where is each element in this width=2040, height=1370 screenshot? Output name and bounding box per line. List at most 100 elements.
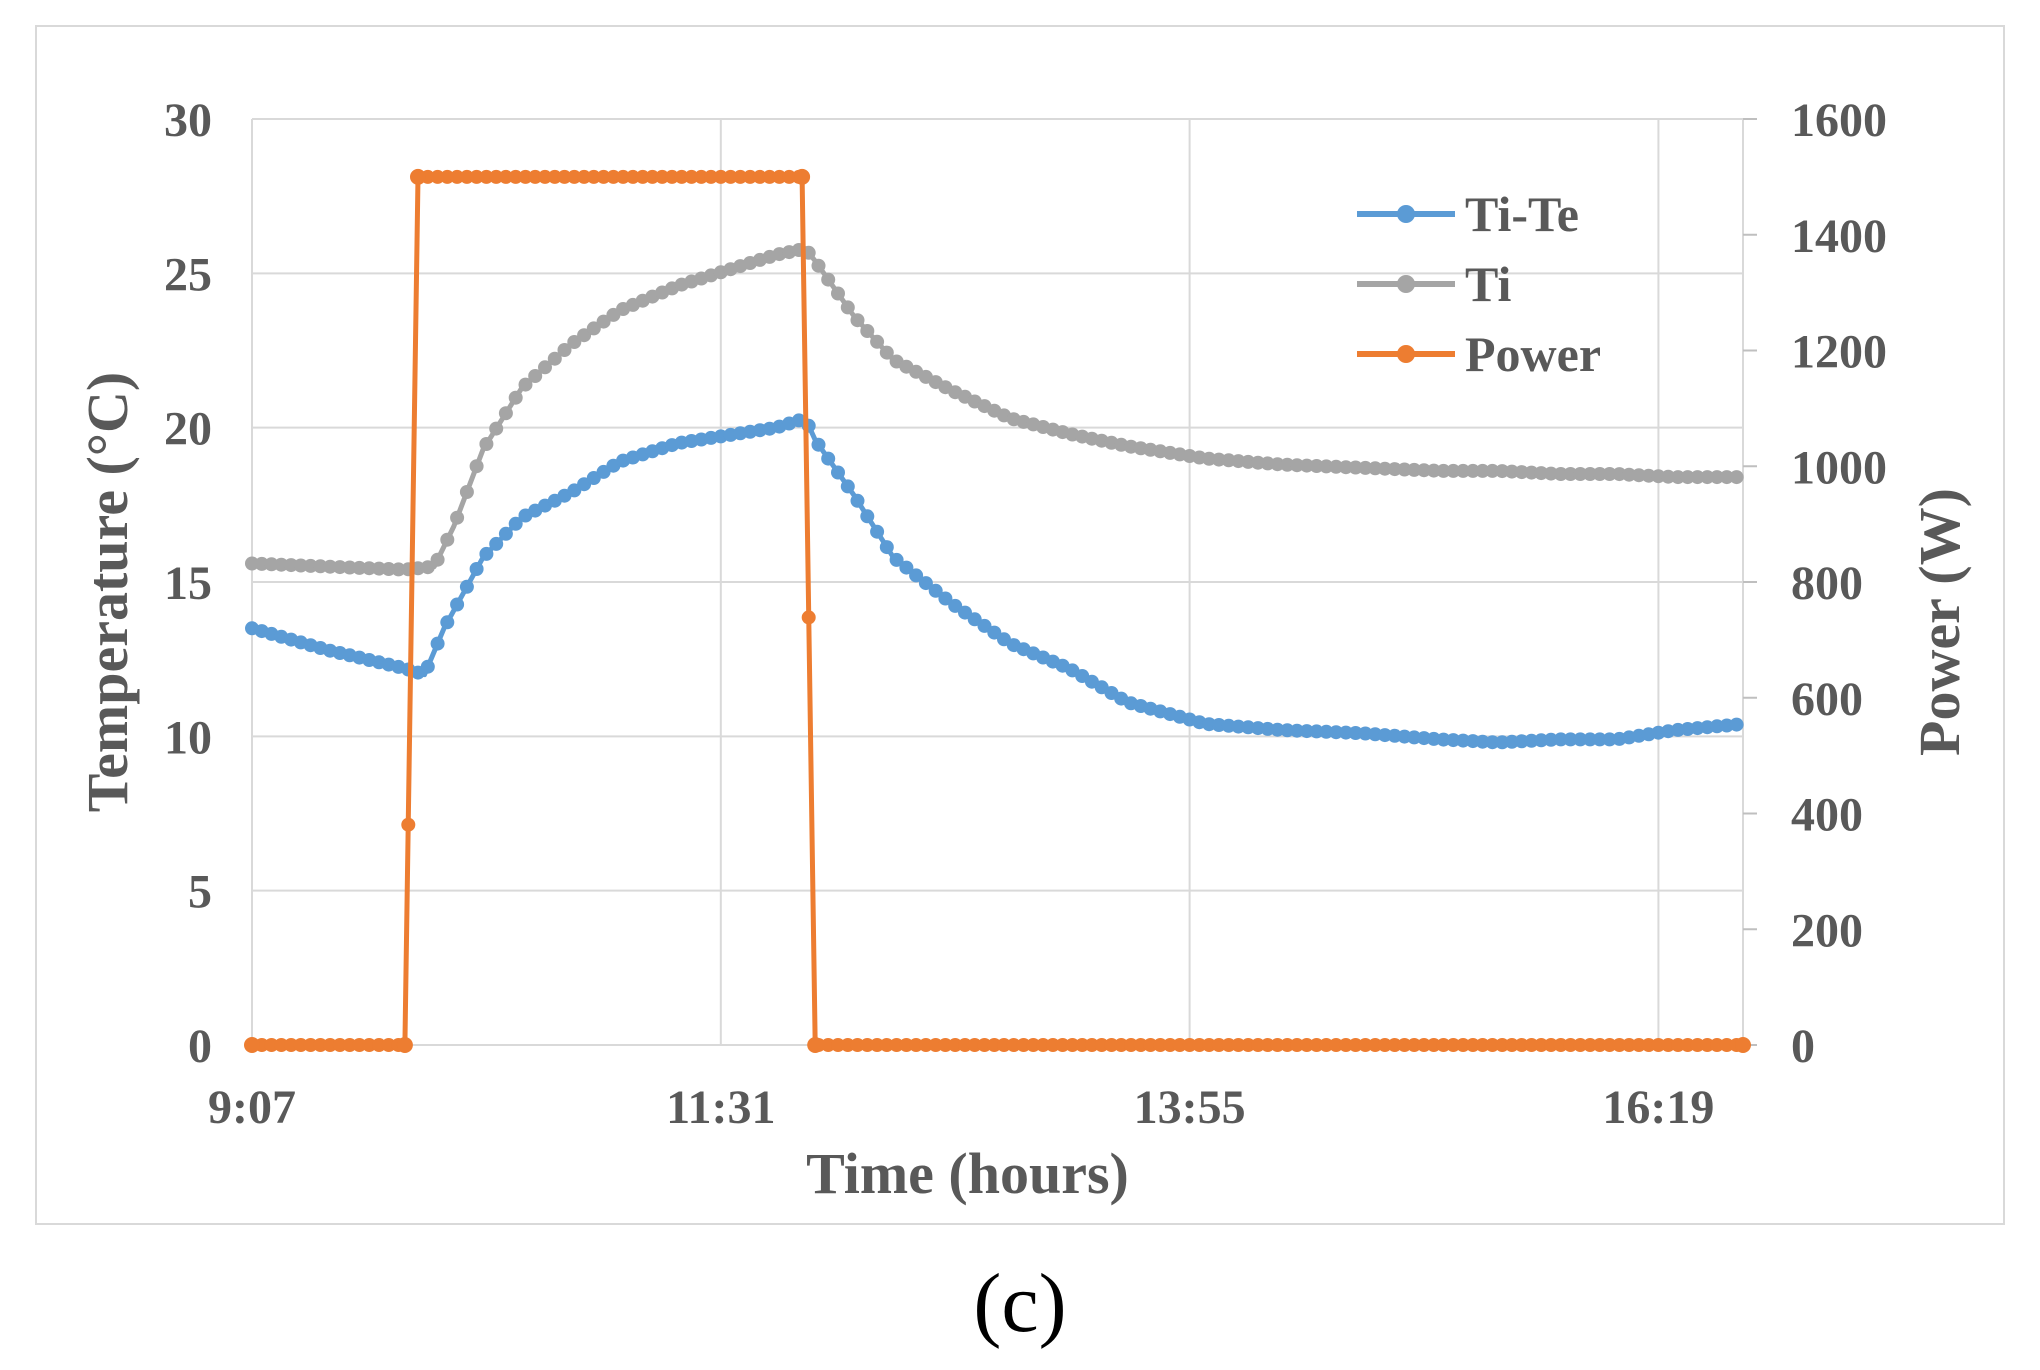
data-point (1602, 1038, 1617, 1052)
data-point (1211, 1038, 1226, 1052)
data-point (1377, 1038, 1392, 1052)
data-point (577, 169, 592, 184)
y-tick-label: 10 (164, 711, 212, 764)
data-point (1436, 463, 1451, 478)
data-point (948, 1038, 963, 1052)
data-point (801, 610, 816, 625)
y-axis-title: Temperature (°C) (75, 372, 140, 812)
data-point (1475, 463, 1490, 478)
data-point (372, 1038, 386, 1052)
data-point (489, 421, 504, 436)
data-point (498, 526, 513, 541)
legend-label: Power (1465, 326, 1601, 382)
data-point (1143, 1038, 1158, 1052)
data-point (557, 169, 572, 184)
data-point (645, 169, 660, 184)
data-point (293, 1038, 308, 1052)
data-point (1026, 1038, 1041, 1052)
data-point (860, 1038, 875, 1052)
data-point (1358, 1038, 1373, 1052)
data-point (264, 557, 279, 572)
data-point (938, 1038, 953, 1052)
data-point (284, 1038, 299, 1052)
data-point (420, 560, 435, 575)
data-point (362, 1038, 377, 1052)
data-point (1133, 1038, 1148, 1052)
data-point (1036, 1038, 1051, 1052)
data-point (459, 579, 474, 594)
data-point (1475, 1038, 1490, 1052)
data-point (244, 1037, 260, 1053)
data-point (303, 558, 318, 573)
data-point (323, 1038, 338, 1052)
data-point (967, 1038, 982, 1052)
data-point (459, 169, 474, 184)
data-point (840, 479, 855, 494)
y-tick-label: 0 (188, 1020, 212, 1073)
data-point (1319, 724, 1334, 739)
y2-tick-label: 1200 (1791, 326, 1887, 379)
data-point (508, 516, 523, 531)
data-point (1456, 463, 1471, 478)
data-point (547, 351, 562, 366)
data-point (1446, 463, 1461, 478)
data-point (1661, 1038, 1676, 1052)
series-power (244, 168, 1751, 1053)
data-point (1084, 1038, 1099, 1052)
data-point (1573, 1038, 1588, 1052)
data-point (1016, 1038, 1031, 1052)
data-point (1426, 1038, 1441, 1052)
data-point (518, 377, 533, 392)
data-point (381, 1038, 396, 1052)
data-point (879, 540, 894, 555)
data-point (977, 618, 992, 633)
x-tick-label: 9:07 (208, 1081, 296, 1134)
data-point (420, 659, 435, 674)
data-point (694, 169, 709, 184)
data-point (850, 1038, 865, 1052)
data-point (1563, 1038, 1578, 1052)
data-point (879, 1038, 894, 1052)
data-point (1006, 1038, 1021, 1052)
data-point (1241, 1038, 1256, 1052)
data-point (889, 552, 904, 567)
data-point (1719, 1038, 1734, 1052)
data-point (489, 169, 504, 184)
data-point (1270, 1038, 1285, 1052)
data-point (1358, 460, 1373, 475)
data-point (606, 169, 621, 184)
data-point (938, 591, 953, 606)
data-point (1329, 1038, 1344, 1052)
data-point (1573, 732, 1588, 747)
y-tick-label: 20 (164, 403, 212, 456)
data-point (1553, 1038, 1568, 1052)
gridlines (251, 118, 1743, 1046)
data-point (1534, 1038, 1549, 1052)
y-tick-label: 5 (188, 866, 212, 919)
data-point (1729, 470, 1744, 485)
data-point (538, 360, 552, 375)
data-point (1172, 1038, 1187, 1052)
data-point (870, 334, 885, 349)
data-point (1465, 1038, 1480, 1052)
data-point (948, 598, 963, 613)
data-point (1504, 1038, 1519, 1052)
data-point (1514, 1038, 1529, 1052)
data-point (1124, 1038, 1138, 1052)
data-point (479, 437, 494, 451)
data-point (396, 1037, 413, 1053)
data-point (274, 1038, 289, 1052)
data-point (567, 169, 582, 184)
data-point (1260, 1038, 1275, 1052)
data-point (1094, 1038, 1109, 1052)
data-point (528, 169, 543, 184)
data-point (332, 560, 347, 575)
data-point (879, 345, 894, 360)
data-point (928, 1038, 943, 1052)
data-point (1465, 463, 1480, 478)
data-point (840, 300, 855, 315)
data-point (508, 169, 523, 184)
data-point (870, 524, 885, 539)
data-point (469, 562, 484, 576)
data-point (450, 169, 465, 184)
